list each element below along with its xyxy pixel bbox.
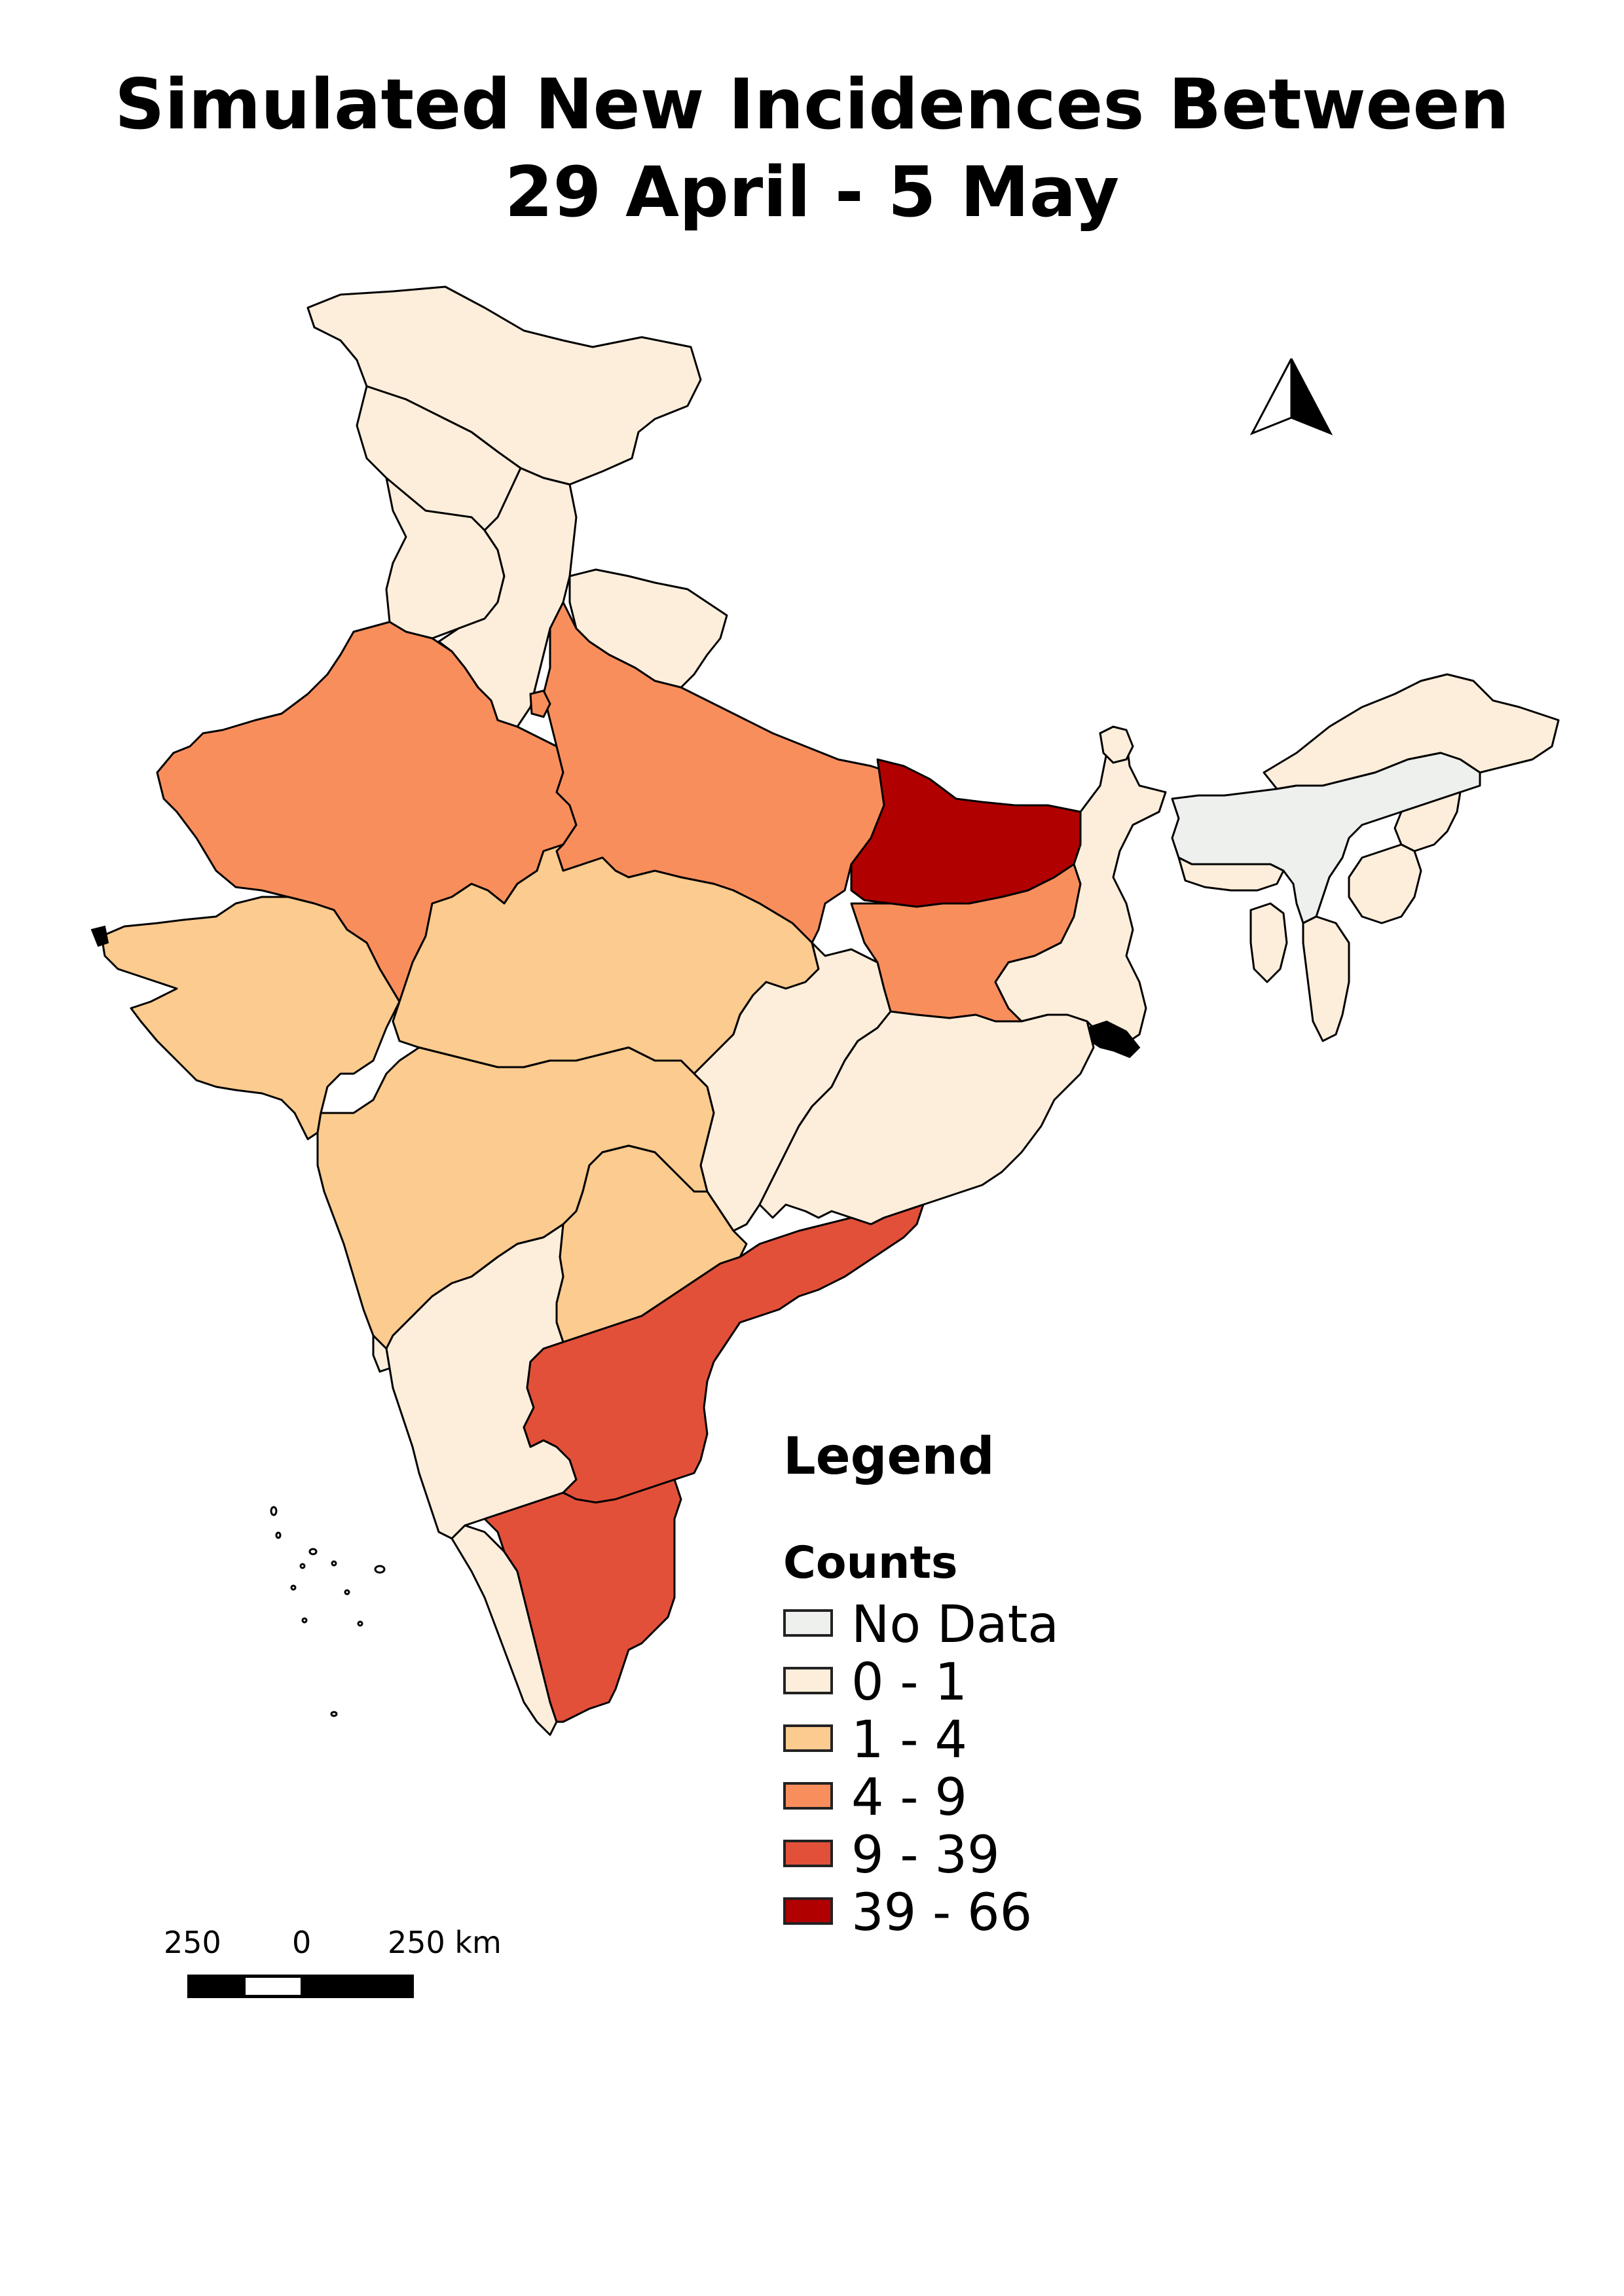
legend-item: 39 - 66 (783, 1886, 1373, 1943)
legend-label: 9 - 39 (851, 1826, 1000, 1885)
region-goa (372, 1333, 391, 1373)
legend-label: 1 - 4 (851, 1711, 967, 1770)
scale-bar-right-label: 250 km (388, 1925, 502, 1960)
region-nagaland (1393, 791, 1462, 852)
legend-subtitle: Counts (783, 1537, 958, 1589)
region-manipur (1348, 843, 1422, 924)
scale-bar-mid-label: 0 (292, 1925, 312, 1960)
legend-swatch (783, 1840, 833, 1867)
scale-bar-segment (191, 1978, 246, 1995)
scale-bar-segment (301, 1978, 356, 1995)
legend-item: 9 - 39 (783, 1828, 1373, 1886)
legend-swatch (783, 1782, 833, 1810)
legend-label: 0 - 1 (851, 1653, 967, 1712)
region-sikkim (1099, 725, 1134, 764)
legend-swatch (783, 1897, 833, 1925)
region-tripura (1249, 902, 1288, 983)
scale-bar-segment (246, 1978, 301, 1995)
legend-item: No Data (783, 1597, 1373, 1655)
legend-label: 39 - 66 (851, 1884, 1033, 1942)
region-sundarbans-coast (1086, 1020, 1141, 1059)
legend-item: 1 - 4 (783, 1713, 1373, 1770)
scale-bar-segment (356, 1978, 411, 1995)
scale-bar (187, 1975, 414, 1998)
region-gujarat-coast (90, 925, 109, 947)
region-meghalaya (1177, 856, 1285, 892)
legend-swatch (783, 1724, 833, 1752)
legend-title: Legend (783, 1427, 995, 1486)
map-title-line-2: 29 April - 5 May (504, 152, 1120, 232)
legend-swatch (783, 1609, 833, 1637)
legend-item: 4 - 9 (783, 1770, 1373, 1828)
map-title-line-1: Simulated New Incidences Between (115, 64, 1509, 145)
legend-list: No Data 0 - 1 1 - 4 4 - 9 9 - 39 39 - 66 (783, 1597, 1373, 1943)
legend-label: No Data (851, 1595, 1060, 1654)
legend-swatch (783, 1667, 833, 1694)
lakshadweep-islands (270, 1506, 386, 1717)
scale-bar-left-label: 250 (164, 1925, 221, 1960)
region-tamil-nadu (483, 1478, 682, 1723)
legend-item: 0 - 1 (783, 1655, 1373, 1713)
region-delhi (529, 689, 551, 718)
region-mizoram (1302, 915, 1350, 1042)
north-arrow-icon (1249, 358, 1333, 435)
legend-label: 4 - 9 (851, 1768, 967, 1827)
